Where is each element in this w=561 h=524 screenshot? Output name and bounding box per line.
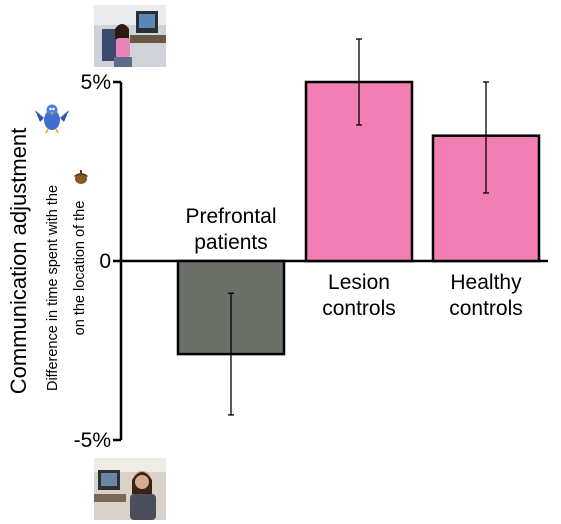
y-tick-label-3: -5% xyxy=(74,429,111,452)
category-label-1: Prefrontal patients xyxy=(185,205,276,254)
y-axis-title: Communication adjustment xyxy=(6,127,31,395)
y-tick-label-1: 5% xyxy=(81,71,111,94)
y-axis-subtitle-line-2: on the location of the xyxy=(72,200,88,336)
labels: Prefrontal patients Lesion controls Healthy c… xyxy=(74,71,523,452)
y-tick-label-2: 0 xyxy=(99,250,111,273)
woman-at-computer-photo xyxy=(94,458,166,520)
child-at-computer-photo xyxy=(94,5,166,67)
bars xyxy=(176,38,541,416)
y-axis-subtitle-line-1: Difference in time spent with the xyxy=(45,184,61,392)
bar-2 xyxy=(304,80,414,263)
acorn-icon xyxy=(74,170,88,184)
category-label-2: Lesion controls xyxy=(322,271,396,320)
blue-bird-icon xyxy=(35,104,69,134)
category-label-3: Healthy controls xyxy=(449,271,523,320)
